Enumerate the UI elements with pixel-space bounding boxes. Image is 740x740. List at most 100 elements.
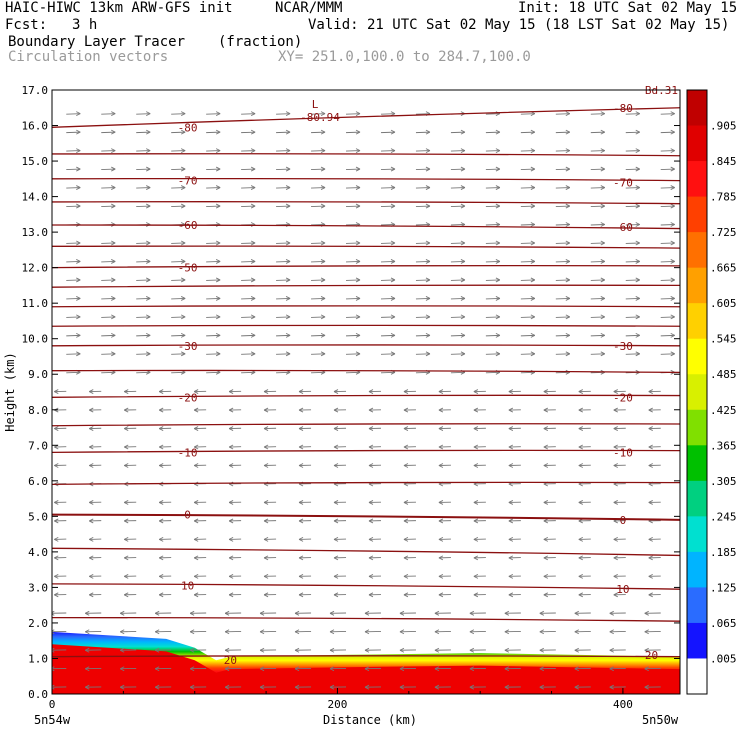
wind-vector-head [648, 555, 653, 561]
wind-vector-head [124, 444, 129, 450]
wind-vector-head [613, 444, 618, 450]
wind-vector [241, 261, 256, 263]
colorbar-label: .125 [710, 581, 737, 594]
wind-vector-head [180, 129, 186, 135]
wind-vector [171, 261, 186, 263]
y-tick-label: 11.0 [22, 297, 49, 310]
wind-vector [415, 353, 430, 355]
wind-vector [66, 334, 81, 337]
wind-vector [206, 279, 221, 281]
wind-vector-head [425, 351, 431, 357]
wind-vector-head [85, 647, 90, 653]
wind-vector-head [460, 296, 466, 301]
wind-vector-head [565, 296, 571, 301]
wind-vector-head [543, 536, 549, 542]
wind-vector [555, 261, 570, 263]
wind-vector-head [158, 407, 164, 413]
wind-vector-head [473, 426, 479, 431]
wind-vector [380, 353, 396, 355]
wind-vector [625, 224, 640, 226]
y-tick-label: 12.0 [22, 262, 49, 275]
wind-vector-head [390, 185, 396, 190]
wind-vector [241, 353, 256, 355]
wind-vector-head [644, 610, 649, 616]
wind-vector [625, 353, 640, 355]
wind-vector-head [390, 166, 396, 172]
wind-vector-head [390, 129, 396, 135]
wind-vector-head [158, 426, 164, 431]
wind-vector [206, 334, 221, 337]
wind-vector-head [460, 240, 466, 246]
wind-vector-head [469, 666, 475, 672]
wind-vector-head [298, 518, 304, 524]
wind-vector-head [111, 129, 116, 135]
wind-vector-head [215, 185, 221, 190]
wind-vector-head [111, 111, 116, 117]
wind-vector [311, 113, 326, 115]
wind-vector-head [539, 684, 545, 690]
wind-vector-head [298, 573, 304, 579]
wind-vector [380, 261, 396, 263]
wind-vector-head [403, 592, 409, 598]
wind-vector-head [530, 351, 536, 357]
wind-vector [660, 205, 675, 207]
wind-vector [346, 261, 361, 263]
wind-vector-head [635, 351, 640, 357]
wind-vector-head [329, 666, 335, 672]
colorbar-label: .545 [710, 333, 737, 346]
wind-vector [660, 131, 675, 134]
y-tick-label: 4.0 [28, 546, 48, 559]
header-fcst-hours: 3 h [72, 17, 98, 33]
wind-vector-head [215, 166, 221, 172]
wind-vector [415, 371, 430, 374]
wind-vector [311, 224, 326, 226]
colorbar-swatch [687, 658, 707, 695]
wind-vector-head [54, 463, 59, 468]
wind-vector [520, 224, 535, 226]
wind-vector-head [228, 518, 234, 524]
wind-vector [380, 224, 396, 226]
section-endpoints: XY= 251.0,100.0 to 284.7,100.0 [278, 49, 531, 65]
wind-vector-head [438, 407, 444, 413]
wind-vector-head [670, 148, 675, 154]
wind-vector-head [285, 111, 291, 117]
wind-vector-head [180, 314, 186, 320]
wind-vector-head [578, 426, 583, 431]
wind-vector-head [146, 185, 151, 190]
wind-vector [485, 168, 500, 171]
contour-label: -30 [178, 340, 198, 353]
wind-vector-head [565, 148, 571, 154]
wind-vector [311, 150, 326, 152]
wind-vector [485, 316, 500, 318]
wind-vector-head [320, 351, 326, 357]
header-model-title: HAIC-HIWC 13km ARW-GFS init [5, 0, 233, 16]
wind-vector [136, 242, 151, 244]
wind-vector [660, 242, 675, 244]
wind-vector-head [425, 240, 431, 246]
wind-vector [101, 261, 116, 263]
wind-vector [101, 242, 116, 244]
contour-line [52, 264, 680, 269]
wind-vector [101, 353, 116, 355]
colorbar-swatch [687, 267, 707, 304]
wind-vector [450, 334, 465, 337]
wind-vector-head [285, 332, 291, 338]
wind-vector-head [320, 166, 326, 172]
wind-vector [206, 261, 221, 263]
y-tick-label: 13.0 [22, 226, 49, 239]
wind-vector-head [648, 500, 653, 505]
wind-vector-head [508, 573, 514, 579]
wind-vector-head [460, 332, 466, 338]
wind-vector-head [600, 277, 605, 283]
wind-vector-head [578, 555, 583, 561]
wind-vector [520, 113, 535, 115]
wind-vector-head [578, 573, 583, 579]
wind-vector-head [294, 666, 300, 672]
wind-vector [520, 353, 535, 355]
wind-vector [101, 131, 116, 134]
wind-vector-head [180, 296, 186, 301]
wind-vector [136, 187, 151, 189]
wind-vector [206, 316, 221, 318]
wind-vector-head [124, 389, 129, 394]
wind-vector-head [438, 500, 444, 505]
